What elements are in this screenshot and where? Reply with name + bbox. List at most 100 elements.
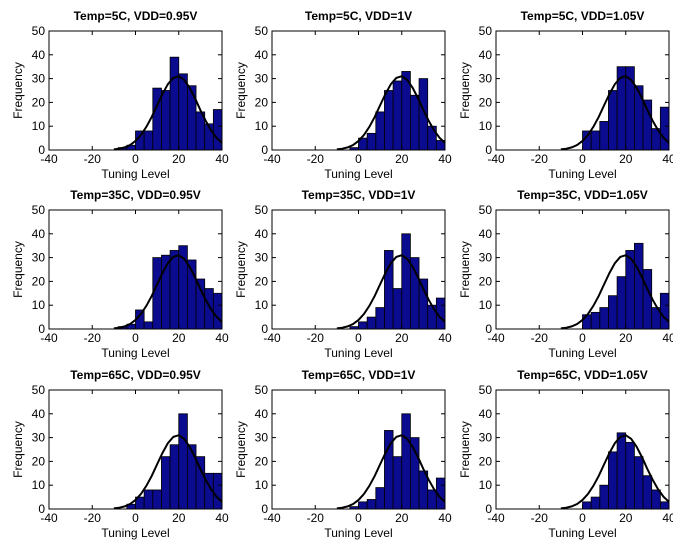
x-tick-label: -40 [263,331,281,345]
x-tick-label: -40 [263,511,281,525]
histogram-bar [616,432,627,510]
histogram-bar [358,321,368,330]
y-tick-label: 20 [479,274,493,288]
histogram-bar [582,501,592,510]
x-tick-label: -40 [487,511,505,525]
histogram-bar [427,125,437,151]
x-tick-label: 20 [619,152,633,166]
y-tick-label: 10 [479,478,493,492]
histogram-bar [169,56,180,151]
y-tick-label: 0 [261,502,268,516]
x-tick-label: 0 [355,511,362,525]
y-tick-label: 10 [479,298,493,312]
y-tick-label: 50 [255,203,269,217]
y-axis-label: Frequency [234,241,248,298]
histogram-bar [143,130,154,151]
subplot-title: Temp=65C, VDD=1.05V [517,368,648,382]
y-tick-label: 20 [479,454,493,468]
histogram-bar [599,307,609,330]
x-tick-label: 0 [132,152,139,166]
fit-curve [560,75,669,150]
x-tick-label: -20 [531,511,549,525]
histogram-bar [212,292,223,330]
x-tick-label: 0 [579,511,586,525]
histogram-bar [418,278,429,330]
y-tick-label: 30 [32,251,46,265]
histogram-bar [178,73,188,151]
subplot-title: Temp=5C, VDD=1.05V [521,9,645,23]
x-tick-label: 0 [355,152,362,166]
y-tick-label: 50 [255,24,269,38]
fit-curve [336,75,445,150]
histogram-bar [375,487,385,510]
histogram-bar [409,257,420,330]
histogram-bar [143,321,154,330]
y-axis-label: Frequency [234,62,248,119]
y-tick-label: 0 [485,143,492,157]
histogram-bar [599,484,609,510]
x-tick-label: -20 [84,152,102,166]
x-tick-label: -40 [40,511,58,525]
y-axis-label: Frequency [234,421,248,478]
histogram-bar [625,441,635,510]
histogram-bar [590,130,601,151]
histogram-bar [401,233,411,330]
histogram-bar [409,94,420,151]
histogram-bar [169,444,180,510]
y-tick-label: 20 [255,274,269,288]
histogram-bar [659,292,670,330]
y-tick-label: 0 [261,322,268,336]
y-axis-label: Frequency [458,421,472,478]
x-tick-label: 40 [438,152,452,166]
histogram-bar [186,444,197,510]
histogram-bar [392,456,403,510]
subplot-title: Temp=35C, VDD=0.95V [70,188,201,202]
subplot-title: Temp=65C, VDD=1V [302,368,416,382]
x-axis-label: Tuning Level [548,346,616,360]
y-tick-label: 50 [479,24,493,38]
x-tick-label: -40 [40,331,58,345]
x-tick-label: 40 [438,511,452,525]
fit-curve [113,75,222,150]
subplot: Temp=5C, VDD=0.95V Tuning Level Frequency -… [11,9,229,181]
subplot: Temp=35C, VDD=0.95V Tuning Level Frequency… [11,188,229,360]
histogram-bar [582,314,592,330]
x-tick-label: 40 [215,511,229,525]
subplot-title: Temp=5C, VDD=0.95V [74,9,198,23]
histogram-bar [392,80,403,151]
x-tick-label: -40 [263,152,281,166]
histogram-bar [590,311,601,330]
x-axis-label: Tuning Level [548,526,616,540]
x-tick-label: 0 [132,331,139,345]
x-tick-label: 40 [662,331,673,345]
y-tick-label: 30 [32,431,46,445]
histogram-bar [186,85,197,151]
y-axis-label: Frequency [11,421,25,478]
x-tick-label: -20 [84,331,102,345]
subplot: Temp=35C, VDD=1V Tuning Level Frequency -40… [234,188,452,360]
x-axis-label: Tuning Level [101,346,169,360]
y-tick-label: 10 [32,478,46,492]
histogram-bar [427,489,437,510]
y-axis-label: Frequency [11,62,25,119]
x-tick-label: -40 [487,152,505,166]
subplot: Temp=65C, VDD=1.05V Tuning Level Frequency… [458,368,673,540]
histogram-bar [358,501,368,510]
y-tick-label: 20 [255,95,269,109]
fit-curve [336,434,445,509]
y-tick-label: 50 [479,383,493,397]
histogram-bar [599,121,609,151]
x-tick-label: 40 [662,152,673,166]
histogram-bar [392,288,403,330]
x-tick-label: 20 [395,331,409,345]
y-tick-label: 20 [32,274,46,288]
x-axis-label: Tuning Level [324,346,392,360]
histogram-bar [427,304,437,330]
histogram-bar [651,489,661,510]
histogram-bar [161,90,171,151]
x-axis-label: Tuning Level [548,167,616,181]
y-tick-label: 50 [479,203,493,217]
y-tick-label: 30 [255,431,269,445]
x-tick-label: -20 [531,152,549,166]
x-axis-label: Tuning Level [324,526,392,540]
